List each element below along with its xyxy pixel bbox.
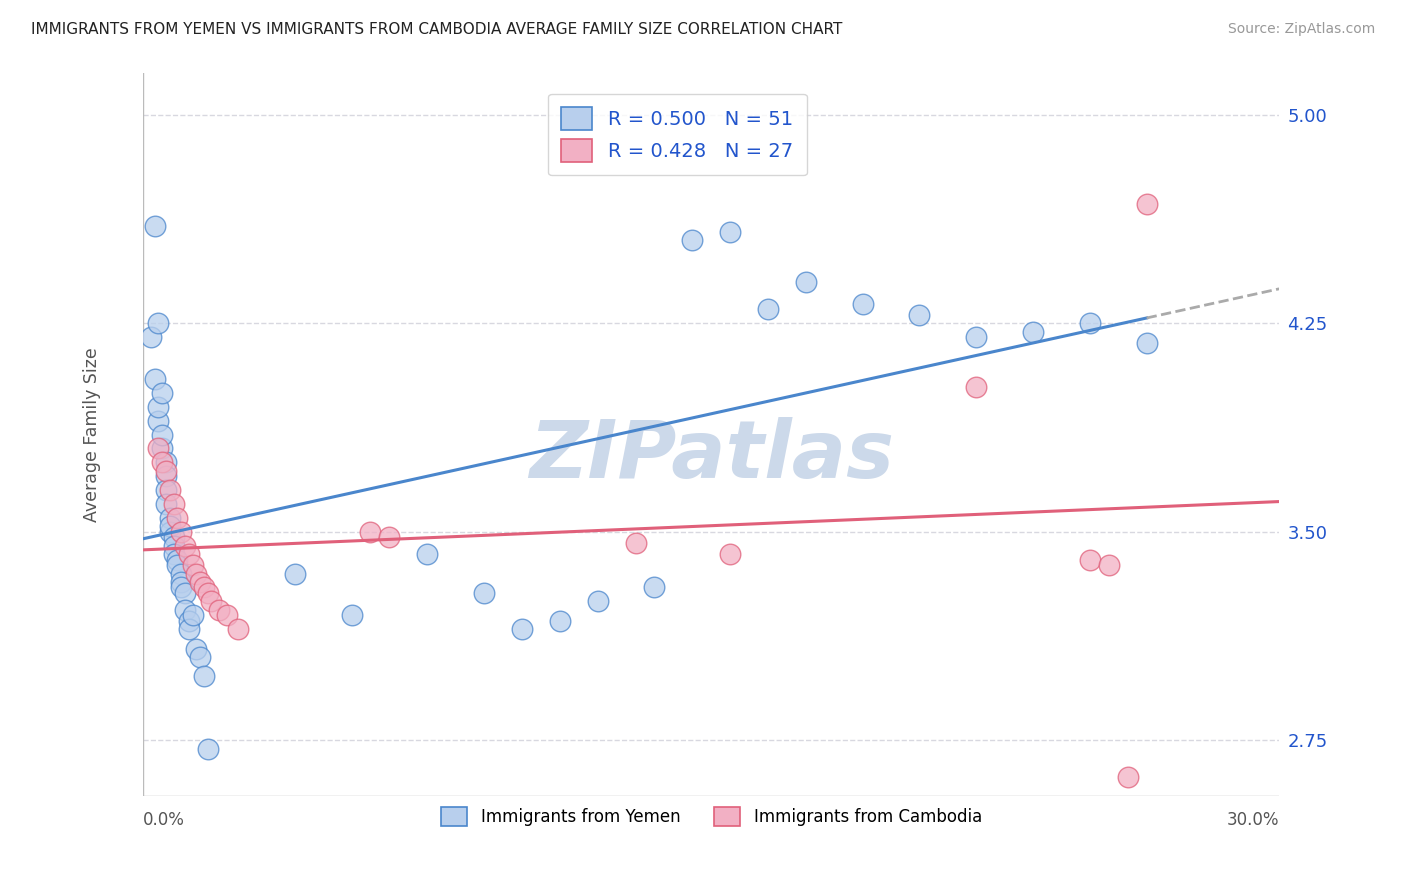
Point [170,524,193,539]
Point [148,442,170,456]
Point [193,669,215,683]
Point [1136,196,1159,211]
Text: Average Family Size: Average Family Size [83,347,101,522]
Point [159,524,181,539]
Point [181,558,204,573]
Point [159,519,181,533]
Point [1078,316,1101,330]
Point [139,330,162,344]
Point [170,574,193,589]
Point [548,614,571,628]
Point [148,400,170,414]
Point [718,225,741,239]
Text: ZIPatlas: ZIPatlas [529,417,894,495]
Point [155,483,177,498]
Point [159,511,181,525]
Point [148,316,170,330]
Point [143,219,166,233]
Point [197,741,219,756]
Point [200,594,222,608]
Point [148,414,170,428]
Text: 30.0%: 30.0% [1226,812,1279,830]
Point [150,442,173,456]
Point [756,302,779,317]
Point [681,233,703,247]
Point [166,558,188,573]
Point [624,536,647,550]
Point [162,547,184,561]
Point [166,511,188,525]
Point [193,581,215,595]
Point [215,608,238,623]
Text: 0.0%: 0.0% [143,812,186,830]
Point [177,547,200,561]
Point [965,380,987,394]
Point [162,531,184,545]
Point [186,566,208,581]
Point [150,455,173,469]
Point [965,330,987,344]
Point [174,539,197,553]
Point [155,464,177,478]
Point [908,308,931,322]
Point [177,622,200,636]
Point [188,650,211,665]
Point [1078,552,1101,566]
Point [852,297,875,311]
Point [284,566,307,581]
Point [162,497,184,511]
Point [150,427,173,442]
Point [188,574,211,589]
Point [162,539,184,553]
Point [794,275,817,289]
Point [150,385,173,400]
Text: IMMIGRANTS FROM YEMEN VS IMMIGRANTS FROM CAMBODIA AVERAGE FAMILY SIZE CORRELATIO: IMMIGRANTS FROM YEMEN VS IMMIGRANTS FROM… [31,22,842,37]
Point [186,641,208,656]
Point [643,581,665,595]
Point [155,455,177,469]
Point [155,497,177,511]
Point [170,566,193,581]
Point [1022,325,1045,339]
Point [170,581,193,595]
Point [1098,558,1121,573]
Point [1136,335,1159,350]
Point [143,372,166,386]
Point [510,622,533,636]
Point [226,622,249,636]
Point [177,614,200,628]
Point [472,586,495,600]
Point [208,603,231,617]
Point [174,586,197,600]
Point [197,586,219,600]
Point [340,608,363,623]
Point [1116,770,1139,784]
Point [155,469,177,483]
Point [181,608,204,623]
Point [159,483,181,498]
Point [360,524,382,539]
Point [718,547,741,561]
Text: Source: ZipAtlas.com: Source: ZipAtlas.com [1227,22,1375,37]
Point [166,552,188,566]
Point [416,547,439,561]
Point [586,594,609,608]
Legend: Immigrants from Yemen, Immigrants from Cambodia: Immigrants from Yemen, Immigrants from C… [432,799,990,835]
Point [174,603,197,617]
Point [378,531,401,545]
